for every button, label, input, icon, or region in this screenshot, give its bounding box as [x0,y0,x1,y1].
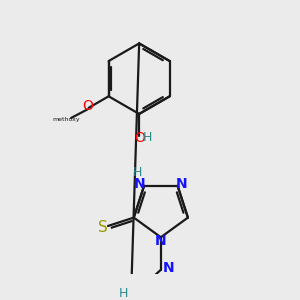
Text: N: N [155,234,167,248]
Text: O: O [134,131,145,145]
Text: methoxy: methoxy [52,117,80,122]
Text: N: N [176,177,188,191]
Text: N: N [134,177,146,191]
Text: O: O [82,99,93,113]
Text: H: H [119,287,128,300]
Text: H: H [133,166,142,179]
Text: N: N [163,261,174,275]
Text: H: H [142,131,152,144]
Text: S: S [98,220,108,235]
